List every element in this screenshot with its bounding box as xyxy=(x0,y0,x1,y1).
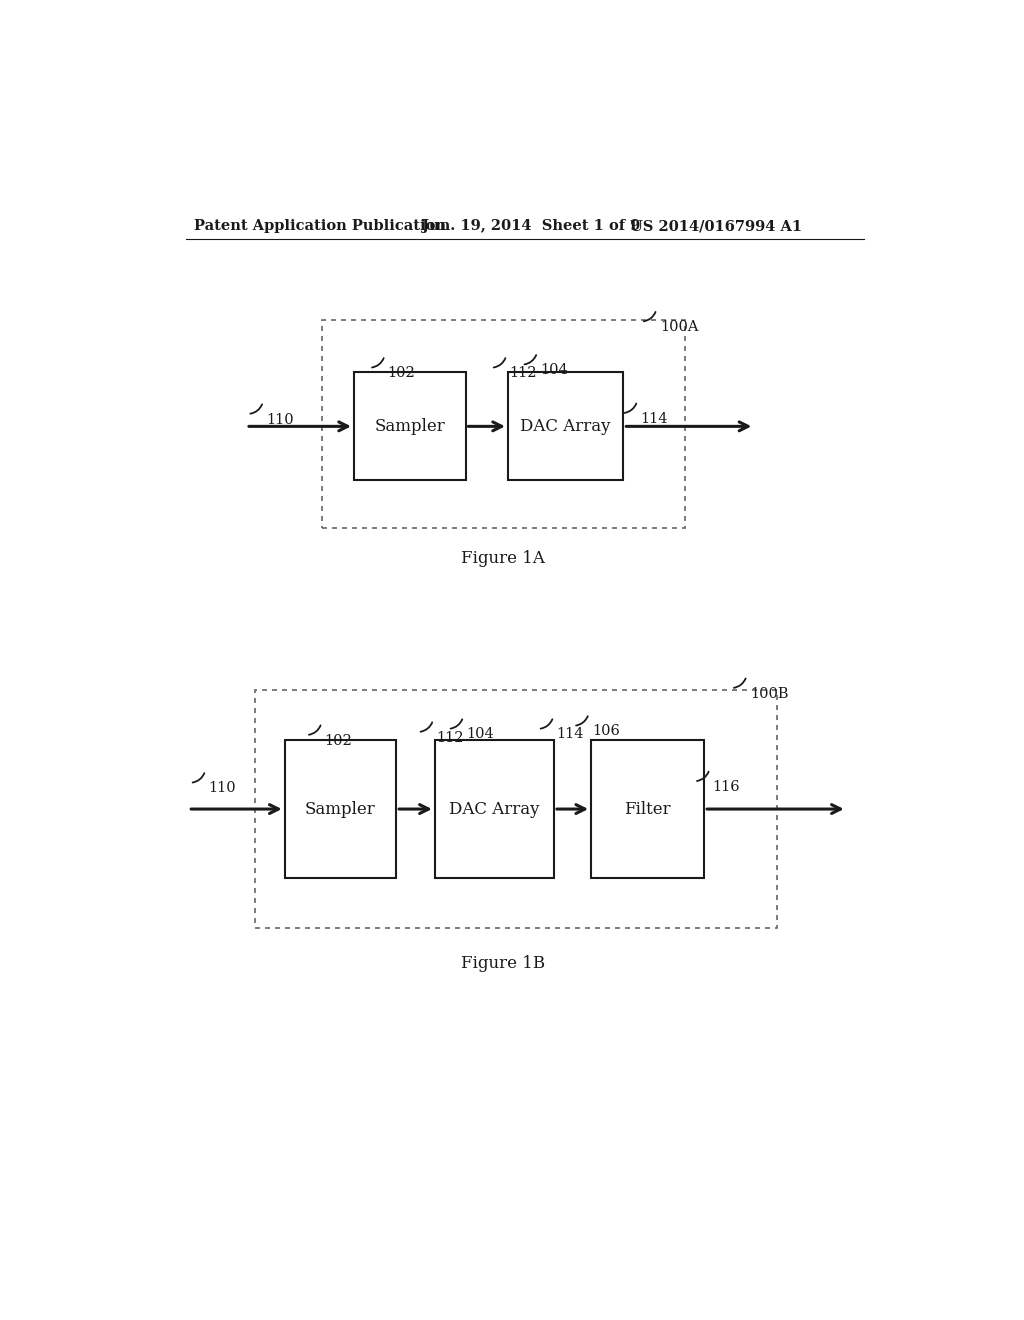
Bar xyxy=(591,739,705,878)
Text: 112: 112 xyxy=(509,367,537,380)
Bar xyxy=(354,372,466,480)
Text: 102: 102 xyxy=(325,734,352,747)
Text: 112: 112 xyxy=(436,730,464,744)
Bar xyxy=(255,689,777,928)
Text: Sampler: Sampler xyxy=(375,418,445,434)
Text: DAC Array: DAC Array xyxy=(450,800,540,817)
Text: 100B: 100B xyxy=(751,686,788,701)
Text: 110: 110 xyxy=(266,412,294,426)
Text: Figure 1A: Figure 1A xyxy=(461,550,545,568)
Bar xyxy=(508,372,624,480)
Text: 100A: 100A xyxy=(660,321,698,334)
Text: Jun. 19, 2014  Sheet 1 of 9: Jun. 19, 2014 Sheet 1 of 9 xyxy=(422,219,640,234)
Text: 106: 106 xyxy=(592,725,620,738)
Text: 110: 110 xyxy=(208,781,236,796)
Bar xyxy=(285,739,396,878)
Text: Sampler: Sampler xyxy=(305,800,376,817)
Text: 114: 114 xyxy=(640,412,668,426)
Text: 104: 104 xyxy=(466,727,494,742)
Text: 114: 114 xyxy=(556,727,584,742)
Text: DAC Array: DAC Array xyxy=(520,418,611,434)
Bar xyxy=(322,321,685,528)
Text: 102: 102 xyxy=(388,367,416,380)
Text: 104: 104 xyxy=(541,363,568,378)
Text: 116: 116 xyxy=(713,780,740,793)
Text: Filter: Filter xyxy=(625,800,671,817)
Bar xyxy=(435,739,554,878)
Text: Patent Application Publication: Patent Application Publication xyxy=(194,219,445,234)
Text: US 2014/0167994 A1: US 2014/0167994 A1 xyxy=(630,219,802,234)
Text: Figure 1B: Figure 1B xyxy=(461,954,546,972)
